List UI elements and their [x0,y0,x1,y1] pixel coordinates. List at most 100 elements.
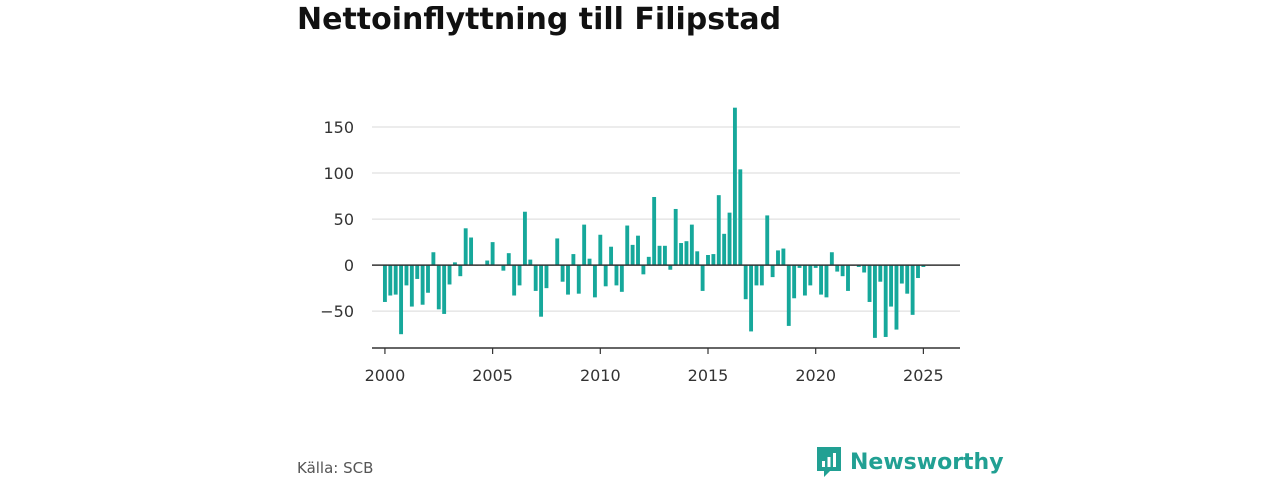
bar [673,208,678,266]
x-tick-label: 2025 [903,366,944,385]
bar [603,265,608,287]
bar [609,246,614,266]
bar [528,259,533,266]
newsworthy-logo[interactable]: Newsworthy [816,446,1004,478]
bar [840,265,845,277]
bar [813,265,818,268]
bar [619,265,624,292]
bar [921,265,926,267]
bar [689,224,694,266]
bar [533,265,538,291]
bar [695,251,700,266]
x-tick-label: 2005 [472,366,513,385]
bars [382,107,931,338]
bar [426,265,430,293]
bar [765,215,770,266]
x-tick-label: 2000 [365,366,406,385]
y-tick-label: 0 [344,256,354,275]
bar [802,265,807,296]
bar [566,265,570,295]
bar [399,265,404,335]
bar [867,265,872,302]
bar [382,265,387,302]
gridlines [372,126,960,312]
bar [824,265,829,298]
bar [657,245,662,266]
bar [469,237,474,266]
bar [668,265,673,270]
bar [716,195,721,266]
bar [517,265,522,286]
bar [560,265,565,282]
bar [878,265,883,282]
bar [512,265,517,296]
bar [571,254,576,266]
bar-chart: 2000 2005 2010 2015 2020 2025 150 100 50 0 −50 [320,107,960,385]
bar [420,265,425,305]
bar [910,265,915,315]
bar [463,228,468,266]
bar [856,265,861,267]
bar [431,252,436,266]
bar [442,265,447,314]
bar [544,265,549,289]
bar [592,265,597,298]
bar [759,265,764,286]
bar [743,265,748,300]
bar [706,255,710,266]
bar [662,245,667,266]
x-tick-label: 2010 [580,366,621,385]
bar [835,265,840,272]
bar [555,238,560,266]
bar [883,265,888,337]
bar [539,265,544,317]
bar [415,265,420,279]
bar [447,265,452,285]
bar [722,233,727,266]
bar [770,265,775,278]
bar [506,253,511,266]
bar [727,212,732,266]
brand-name: Newsworthy [850,449,1004,475]
bar [614,265,619,286]
bar [679,243,684,266]
bar [819,265,824,295]
bar [776,250,780,266]
y-tick-label: 150 [323,118,354,137]
bar [393,265,398,295]
bar [786,265,791,326]
y-tick-label: −50 [320,302,354,321]
bar [862,265,867,273]
bar [458,265,463,277]
bar [738,169,743,266]
bar [587,258,592,266]
chart-title: Nettoinflyttning till Filipstad [297,2,782,37]
bar [754,265,759,286]
bar [899,265,904,284]
bar [576,265,581,294]
bar [792,265,797,299]
bar [582,224,587,266]
bar [652,196,657,266]
bar [646,256,651,266]
bar [781,248,786,266]
bar [625,225,630,266]
bar [501,265,506,271]
bar [797,265,802,268]
x-tick-label: 2020 [795,366,836,385]
bar [404,265,409,286]
source-label: Källa: SCB [297,459,374,477]
bar [684,241,689,266]
bar [700,265,705,291]
bar [808,265,813,286]
bar [485,260,490,266]
bar [916,265,920,279]
bar [452,262,457,266]
newsworthy-logo-icon [817,447,841,477]
bar [872,265,877,338]
bar [749,265,754,332]
bar [409,265,414,307]
bar [846,265,850,291]
bar [636,235,640,266]
bar [711,254,716,266]
